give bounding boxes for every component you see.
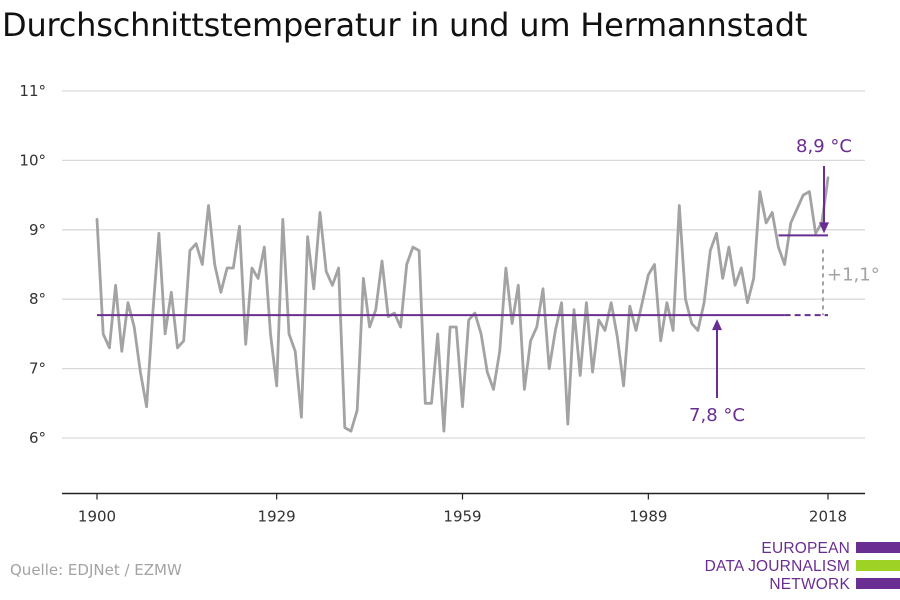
x-axis: 1900 1929 1959 1989 2018 (62, 492, 865, 526)
logo-text: EUROPEAN DATA JOURNALISM NETWORK (705, 540, 850, 594)
difference-label: +1,1° (827, 264, 880, 285)
logo-line-1: EUROPEAN (761, 540, 850, 557)
temperature-series-line (95, 176, 830, 433)
logo-line-3: NETWORK (769, 576, 850, 593)
x-tick-label-2018: 2018 (809, 508, 847, 526)
arrow-recent-head (819, 222, 829, 234)
y-tick-label-8: 8° (29, 290, 46, 308)
y-axis-tick-labels: 6° 7° 8° 9° 10° 11° (19, 82, 46, 447)
base-average-label: 7,8 °C (689, 405, 745, 426)
x-tick-label-1959: 1959 (443, 508, 481, 526)
y-tick-label-9: 9° (29, 221, 46, 239)
recent-average-label: 8,9 °C (796, 136, 852, 157)
plot-area (95, 176, 830, 433)
logo-bar-purple-top (856, 542, 900, 553)
annotations: +1,1° 8,9 °C 7,8 °C (689, 136, 880, 426)
logo-line-2: DATA JOURNALISM (704, 558, 850, 575)
x-tick-label-1989: 1989 (629, 508, 667, 526)
arrow-base-head (712, 319, 722, 331)
logo-bar-purple-bottom (856, 578, 900, 589)
y-tick-label-11: 11° (19, 82, 46, 100)
gridlines (62, 90, 865, 439)
edjnet-logo: EUROPEAN DATA JOURNALISM NETWORK (700, 540, 900, 596)
chart-title: Durchschnittstemperatur in und um Herman… (2, 6, 808, 44)
x-tick-label-1900: 1900 (78, 508, 116, 526)
y-tick-label-10: 10° (19, 151, 46, 169)
x-tick-label-1929: 1929 (258, 508, 296, 526)
y-tick-label-7: 7° (29, 360, 46, 378)
source-note: Quelle: EDJNet / EZMW (10, 561, 182, 579)
y-tick-label-6: 6° (29, 429, 46, 447)
logo-bar-green (856, 560, 900, 571)
